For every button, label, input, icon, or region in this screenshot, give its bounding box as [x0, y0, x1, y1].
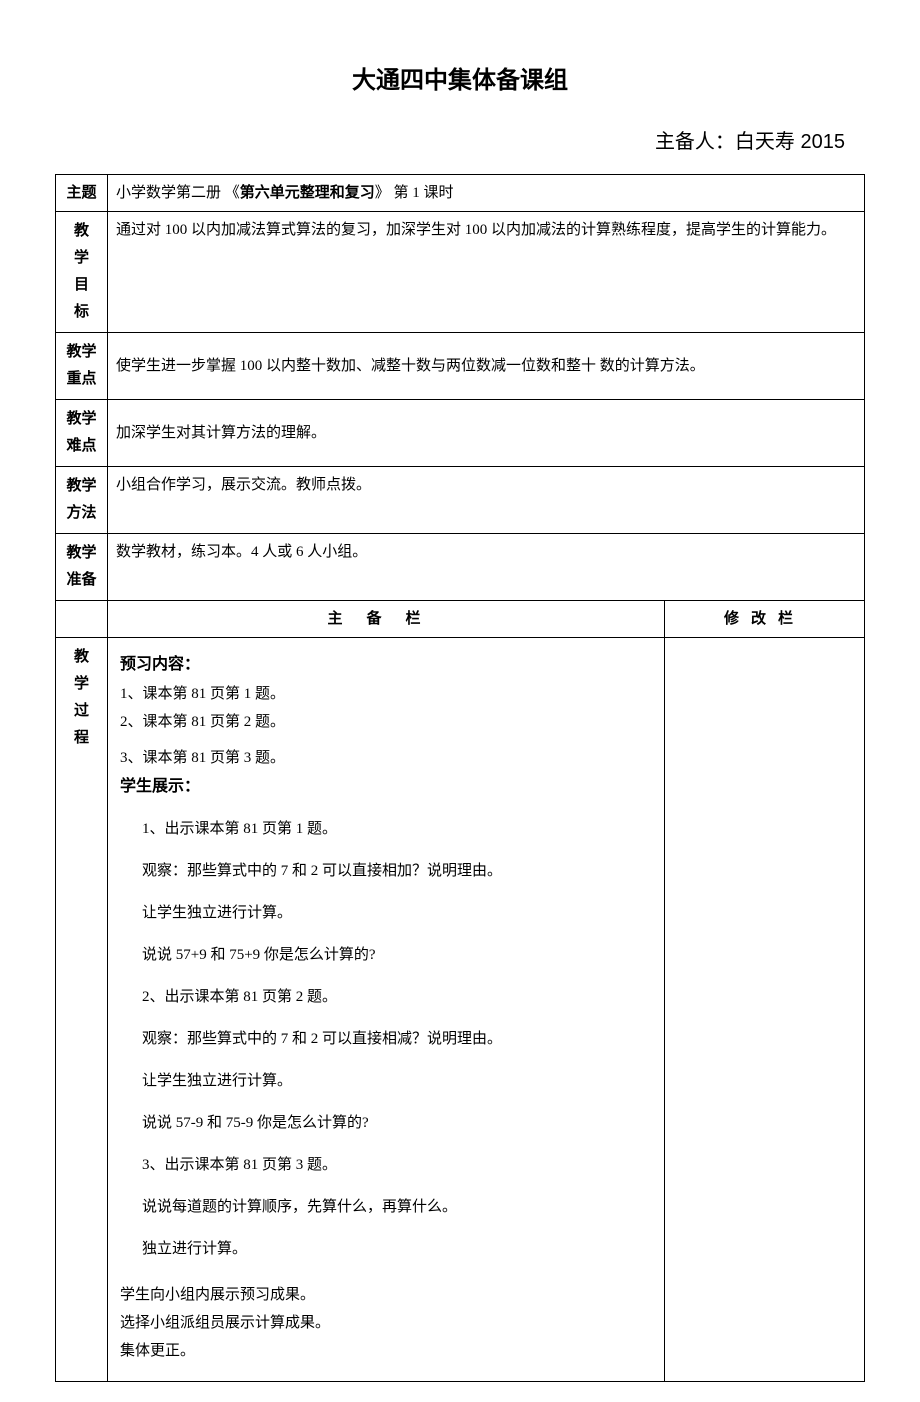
label-preparation: 教学 准备 [56, 534, 108, 601]
display-item: 说说 57-9 和 75-9 你是怎么计算的? [120, 1111, 652, 1135]
content-process-modify [665, 638, 865, 1382]
label-char: 教学 [66, 540, 96, 567]
topic-prefix: 小学数学第二册 《 [116, 185, 240, 201]
row-column-header: 主备栏 修改栏 [56, 601, 865, 638]
label-key-point: 教学 重点 [56, 333, 108, 400]
row-difficulty: 教学 难点 加深学生对其计算方法的理解。 [56, 400, 865, 467]
content-objective: 通过对 100 以内加减法算式算法的复习，加深学生对 100 以内加减法的计算熟… [108, 212, 865, 333]
label-char: 学 [74, 671, 89, 698]
lesson-plan-table: 主题 小学数学第二册 《第六单元整理和复习》 第 1 课时 教 学 目 标 通过… [55, 174, 865, 1382]
display-item: 让学生独立进行计算。 [120, 1069, 652, 1093]
display-item: 1、出示课本第 81 页第 1 题。 [120, 817, 652, 841]
content-method: 小组合作学习，展示交流。教师点拨。 [108, 467, 865, 534]
header-modify: 修改栏 [665, 601, 865, 638]
label-char: 方法 [66, 500, 96, 527]
label-objective: 教 学 目 标 [56, 212, 108, 333]
row-objective: 教 学 目 标 通过对 100 以内加减法算式算法的复习，加深学生对 100 以… [56, 212, 865, 333]
topic-suffix: 》 第 1 课时 [375, 185, 454, 201]
label-topic: 主题 [56, 175, 108, 212]
header-empty [56, 601, 108, 638]
row-key-point: 教学 重点 使学生进一步掌握 100 以内整十数加、减整十数与两位数减一位数和整… [56, 333, 865, 400]
label-char: 教 [74, 644, 89, 671]
label-difficulty: 教学 难点 [56, 400, 108, 467]
label-char: 难点 [66, 433, 96, 460]
display-item: 说说 57+9 和 75+9 你是怎么计算的? [120, 943, 652, 967]
label-char: 准备 [66, 567, 96, 594]
display-item: 说说每道题的计算顺序，先算什么，再算什么。 [120, 1195, 652, 1219]
label-char: 教学 [66, 339, 96, 366]
display-title: 学生展示： [120, 774, 652, 800]
display-item: 2、出示课本第 81 页第 2 题。 [120, 985, 652, 1009]
label-char: 程 [74, 725, 89, 752]
content-key-point: 使学生进一步掌握 100 以内整十数加、减整十数与两位数减一位数和整十 数的计算… [108, 333, 865, 400]
content-preparation: 数学教材，练习本。4 人或 6 人小组。 [108, 534, 865, 601]
display-item: 让学生独立进行计算。 [120, 901, 652, 925]
label-method: 教学 方法 [56, 467, 108, 534]
label-process: 教 学 过 程 [56, 638, 108, 1382]
label-char: 教学 [66, 406, 96, 433]
label-char: 标 [74, 299, 89, 326]
preview-item: 2、课本第 81 页第 2 题。 [120, 710, 652, 734]
label-char: 教学 [66, 473, 96, 500]
preview-item: 1、课本第 81 页第 1 题。 [120, 682, 652, 706]
content-topic: 小学数学第二册 《第六单元整理和复习》 第 1 课时 [108, 175, 865, 212]
row-topic: 主题 小学数学第二册 《第六单元整理和复习》 第 1 课时 [56, 175, 865, 212]
row-preparation: 教学 准备 数学教材，练习本。4 人或 6 人小组。 [56, 534, 865, 601]
preview-title: 预习内容： [120, 652, 652, 678]
display-item: 3、出示课本第 81 页第 3 题。 [120, 1153, 652, 1177]
row-process: 教 学 过 程 预习内容： 1、课本第 81 页第 1 题。 2、课本第 81 … [56, 638, 865, 1382]
author-line: 主备人：白天寿 2015 [55, 125, 865, 154]
header-main: 主备栏 [108, 601, 665, 638]
display-item: 独立进行计算。 [120, 1237, 652, 1261]
display-item: 观察：那些算式中的 7 和 2 可以直接相加？说明理由。 [120, 859, 652, 883]
bottom-item: 学生向小组内展示预习成果。 [120, 1283, 652, 1307]
label-char: 过 [74, 698, 89, 725]
label-char: 目 [74, 272, 89, 299]
label-char: 学 [74, 245, 89, 272]
topic-bold: 第六单元整理和复习 [240, 185, 375, 201]
preview-item: 3、课本第 81 页第 3 题。 [120, 746, 652, 770]
label-char: 重点 [66, 366, 96, 393]
page-title: 大通四中集体备课组 [55, 60, 865, 95]
bottom-item: 选择小组派组员展示计算成果。 [120, 1311, 652, 1335]
label-char: 教 [74, 218, 89, 245]
display-item: 观察：那些算式中的 7 和 2 可以直接相减？说明理由。 [120, 1027, 652, 1051]
content-difficulty: 加深学生对其计算方法的理解。 [108, 400, 865, 467]
row-method: 教学 方法 小组合作学习，展示交流。教师点拨。 [56, 467, 865, 534]
bottom-item: 集体更正。 [120, 1339, 652, 1363]
content-process-main: 预习内容： 1、课本第 81 页第 1 题。 2、课本第 81 页第 2 题。 … [108, 638, 665, 1382]
